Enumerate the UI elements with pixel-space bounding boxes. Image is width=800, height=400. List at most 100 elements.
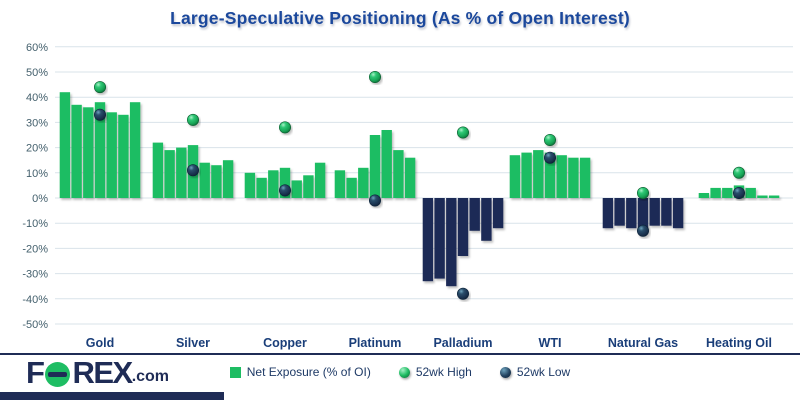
legend-label: Net Exposure (% of OI) (246, 365, 371, 379)
bar-wti-3 (533, 150, 544, 198)
bar-gold-3 (83, 107, 94, 198)
legend-label: 52wk Low (516, 365, 571, 379)
dot-52wk-low-platinum (368, 194, 381, 207)
bar-platinum-4 (369, 135, 381, 198)
logo-text-f: F (26, 355, 45, 390)
y-tick-label: 60% (26, 42, 48, 54)
bar-silver-2 (164, 150, 175, 198)
legend-label: 52wk High (415, 365, 472, 379)
bar-group-natural-gas (602, 198, 684, 229)
bar-heating-oil-6 (757, 195, 768, 198)
category-label-copper: Copper (263, 336, 307, 350)
logo-text-com: .com (131, 368, 170, 385)
bar-heating-oil-7 (768, 195, 780, 198)
bar-natural-gas-3 (626, 198, 637, 229)
bar-heating-oil-3 (722, 187, 733, 198)
bar-palladium-2 (434, 198, 445, 279)
forex-logo[interactable]: F REX .com (26, 356, 169, 390)
bar-platinum-2 (346, 177, 357, 198)
dot-52wk-high-gold (94, 81, 107, 94)
bar-gold-4 (94, 102, 106, 198)
bar-natural-gas-7 (672, 198, 684, 229)
bar-natural-gas-4 (637, 198, 649, 229)
bar-platinum-3 (358, 167, 369, 198)
bar-copper-1 (244, 172, 256, 198)
bar-group-wti (509, 150, 591, 198)
bar-gold-7 (129, 102, 141, 198)
bar-palladium-4 (457, 198, 469, 256)
bar-palladium-5 (469, 198, 480, 231)
category-label-silver: Silver (176, 336, 210, 350)
bar-silver-1 (152, 142, 164, 198)
plot-area: 60% 50% 40% 30% 20% 10% 0% -10% -20% -30% -40% -50%… (22, 42, 793, 350)
footer-divider (0, 353, 800, 355)
bar-wti-1 (509, 155, 521, 198)
dot-52wk-high-natural-gas (636, 187, 649, 200)
bar-platinum-7 (404, 157, 416, 198)
category-label-palladium: Palladium (433, 336, 492, 350)
bar-wti-7 (579, 157, 591, 198)
bar-group-platinum (334, 130, 416, 198)
bar-silver-5 (199, 162, 210, 198)
bar-palladium-3 (446, 198, 457, 287)
legend-item-net-exposure-of-oi-: Net Exposure (% of OI) (229, 365, 371, 379)
bar-palladium-7 (492, 198, 504, 229)
category-label-natural-gas: Natural Gas (608, 336, 678, 350)
bar-copper-4 (279, 167, 291, 198)
bar-palladium-6 (481, 198, 492, 241)
y-tick-label: 10% (26, 168, 48, 180)
legend-dot-high-icon (398, 366, 410, 378)
dot-52wk-low-silver (187, 164, 200, 177)
bar-silver-3 (176, 147, 187, 198)
chart-legend: Net Exposure (% of OI) 52wk High 52wk Low (0, 365, 800, 379)
bar-platinum-5 (381, 130, 392, 198)
bar-copper-3 (268, 170, 279, 198)
y-tick-label: -40% (22, 294, 48, 306)
y-tick-label: 30% (26, 117, 48, 129)
dot-52wk-high-platinum (368, 71, 381, 84)
bar-silver-6 (211, 165, 222, 198)
bar-group-palladium (422, 198, 504, 287)
y-tick-label: 40% (26, 92, 48, 104)
bar-platinum-6 (393, 150, 404, 198)
legend-item-52wk-high: 52wk High (398, 365, 472, 379)
bar-wti-6 (568, 157, 579, 198)
y-tick-label: 20% (26, 143, 48, 155)
y-tick-label: -30% (22, 269, 48, 281)
bar-heating-oil-5 (745, 187, 756, 198)
dot-52wk-low-gold (94, 108, 107, 121)
bar-gold-6 (118, 114, 129, 198)
bar-wti-2 (521, 152, 532, 198)
dot-52wk-high-copper (278, 121, 291, 134)
bar-heating-oil-1 (698, 193, 710, 198)
bar-platinum-1 (334, 170, 346, 198)
category-label-gold: Gold (86, 336, 114, 350)
bar-heating-oil-2 (710, 187, 721, 198)
bar-natural-gas-5 (649, 198, 660, 226)
bar-gold-5 (106, 112, 117, 198)
bar-silver-7 (222, 160, 234, 198)
y-tick-label: -10% (22, 218, 48, 230)
legend-dot-low-icon (499, 366, 511, 378)
dot-52wk-high-wti (543, 134, 556, 147)
bar-copper-7 (314, 162, 326, 198)
category-label-wti: WTI (539, 336, 562, 350)
dot-52wk-low-wti (543, 151, 556, 164)
bar-gold-1 (59, 92, 71, 198)
dot-52wk-low-natural-gas (636, 224, 649, 237)
category-label-heating-oil: Heating Oil (706, 336, 772, 350)
dot-52wk-high-heating-oil (732, 166, 745, 179)
legend-square-icon (229, 366, 241, 378)
dot-52wk-low-palladium (456, 287, 469, 300)
y-tick-label: -20% (22, 243, 48, 255)
bar-wti-4 (544, 152, 556, 198)
bar-gold-2 (71, 104, 82, 198)
bar-copper-2 (256, 177, 267, 198)
bar-group-gold (59, 92, 141, 198)
chart-title: Large-Speculative Positioning (As % of O… (170, 8, 630, 28)
bar-natural-gas-1 (602, 198, 614, 229)
dot-52wk-high-silver (187, 113, 200, 126)
dot-52wk-low-copper (278, 184, 291, 197)
bar-wti-5 (556, 155, 567, 198)
